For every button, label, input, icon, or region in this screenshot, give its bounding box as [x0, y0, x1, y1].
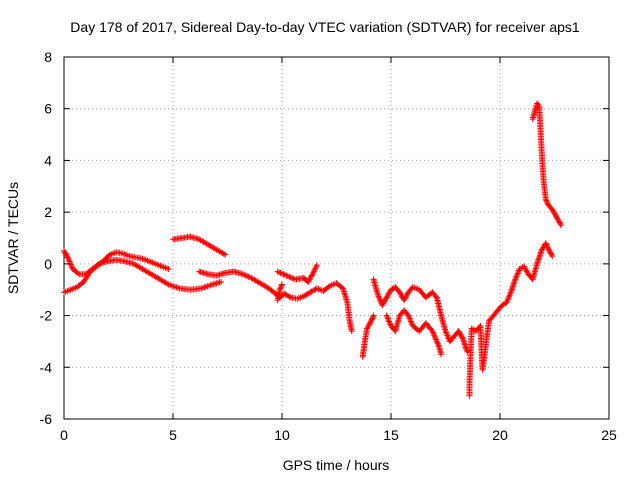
chart-title: Day 178 of 2017, Sidereal Day-to-day VTE…: [70, 19, 580, 35]
y-axis-label: SDTVAR / TECUs: [5, 182, 21, 294]
data-markers: [274, 262, 320, 285]
series-track-9: [383, 307, 445, 358]
x-tick-label: 10: [274, 427, 290, 443]
series-track-3: [170, 233, 229, 258]
series-track-4: [196, 268, 355, 335]
series-track-11: [529, 100, 564, 229]
y-tick-label: -2: [40, 308, 53, 324]
series-track-8: [370, 276, 471, 355]
series-track-2: [61, 249, 172, 296]
data-markers: [529, 100, 564, 229]
y-tick-label: 4: [44, 152, 52, 168]
y-tick-label: 0: [44, 256, 52, 272]
series-track-10: [466, 240, 556, 399]
y-tick-label: -6: [40, 411, 53, 427]
y-tick-label: 8: [44, 49, 52, 65]
series-track-5: [274, 281, 285, 304]
y-tick-label: 6: [44, 101, 52, 117]
data-markers: [170, 233, 229, 258]
grid-layer: [64, 57, 609, 419]
x-tick-label: 15: [383, 427, 399, 443]
plot-frame: [63, 56, 610, 420]
data-markers: [61, 249, 172, 296]
tick-layer: 0 5 10 15 20 25 -6 -4 -2 0 2 4 6 8: [40, 49, 617, 443]
data-markers: [274, 281, 285, 304]
data-markers: [196, 268, 355, 335]
series-track-6: [274, 262, 320, 285]
y-tick-label: -4: [40, 359, 53, 375]
x-tick-label: 20: [492, 427, 508, 443]
data-layer: [61, 100, 564, 399]
data-markers: [466, 240, 556, 399]
x-tick-label: 25: [601, 427, 617, 443]
x-tick-label: 5: [169, 427, 177, 443]
x-tick-label: 0: [60, 427, 68, 443]
x-axis-label: GPS time / hours: [283, 457, 390, 473]
data-markers: [383, 307, 445, 358]
series-track-7: [359, 312, 377, 360]
y-tick-label: 2: [44, 204, 52, 220]
data-markers: [359, 312, 377, 360]
data-markers: [370, 276, 471, 355]
